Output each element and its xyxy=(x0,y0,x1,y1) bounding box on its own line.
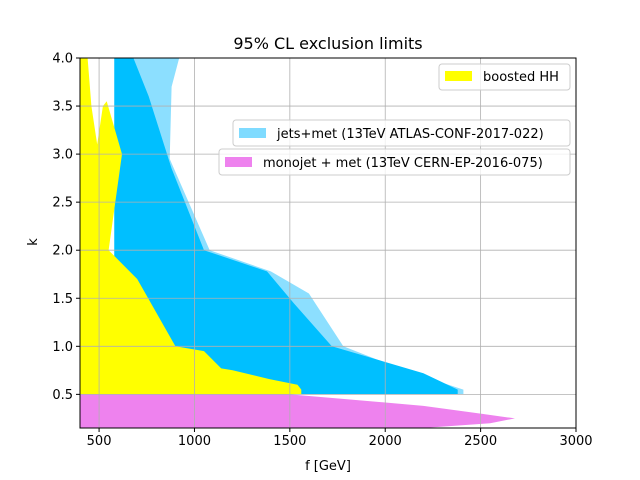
legend-swatch-jets-met xyxy=(239,128,266,138)
y-tick-label: 2.5 xyxy=(52,196,73,211)
y-tick-label: 3.0 xyxy=(52,148,73,163)
y-tick-label: 4.0 xyxy=(52,52,73,67)
legend-boosted-hh: boosted HH xyxy=(438,63,571,91)
legend-swatch-boosted-hh xyxy=(445,71,472,81)
x-axis-label: f [GeV] xyxy=(305,459,351,474)
exclusion-regions xyxy=(80,58,515,428)
y-tick-label: 1.5 xyxy=(52,292,73,307)
x-tick-label: 500 xyxy=(87,434,112,449)
legend-label-monojet-met: monojet + met (13TeV CERN-EP-2016-075) xyxy=(263,156,543,171)
legend-box xyxy=(438,63,571,91)
x-axis-ticks: 500 1000 1500 2000 2500 3000 xyxy=(87,428,593,449)
exclusion-region-2 xyxy=(80,58,302,395)
legend-box xyxy=(218,148,571,176)
legend-label-boosted-hh: boosted HH xyxy=(483,70,559,85)
x-tick-label: 1500 xyxy=(273,434,306,449)
legend-monojet-met: monojet + met (13TeV CERN-EP-2016-075) xyxy=(218,148,571,176)
y-tick-label: 0.5 xyxy=(52,388,73,403)
y-tick-label: 1.0 xyxy=(52,340,73,355)
legend-box xyxy=(232,119,571,147)
y-tick-label: 3.5 xyxy=(52,100,73,115)
x-tick-label: 1000 xyxy=(178,434,211,449)
exclusion-region-1 xyxy=(114,58,458,395)
plot-frame xyxy=(79,57,577,429)
chart-title: 95% CL exclusion limits xyxy=(233,34,422,53)
plot-area: 500 1000 1500 2000 2500 3000 0.5 1.0 1.5 2.0 2.5 3… xyxy=(52,52,592,450)
exclusion-region-3 xyxy=(80,394,515,428)
y-axis-label: k xyxy=(26,238,41,246)
legend-swatch-monojet-met xyxy=(225,157,252,167)
y-tick-label: 2.0 xyxy=(52,244,73,259)
x-tick-label: 3000 xyxy=(559,434,592,449)
x-tick-label: 2500 xyxy=(464,434,497,449)
x-tick-label: 2000 xyxy=(369,434,402,449)
legend-label-jets-met: jets+met (13TeV ATLAS-CONF-2017-022) xyxy=(276,127,544,142)
y-axis-ticks: 0.5 1.0 1.5 2.0 2.5 3.0 3.5 4.0 xyxy=(52,52,80,403)
legend-jets-met: jets+met (13TeV ATLAS-CONF-2017-022) xyxy=(232,119,571,147)
